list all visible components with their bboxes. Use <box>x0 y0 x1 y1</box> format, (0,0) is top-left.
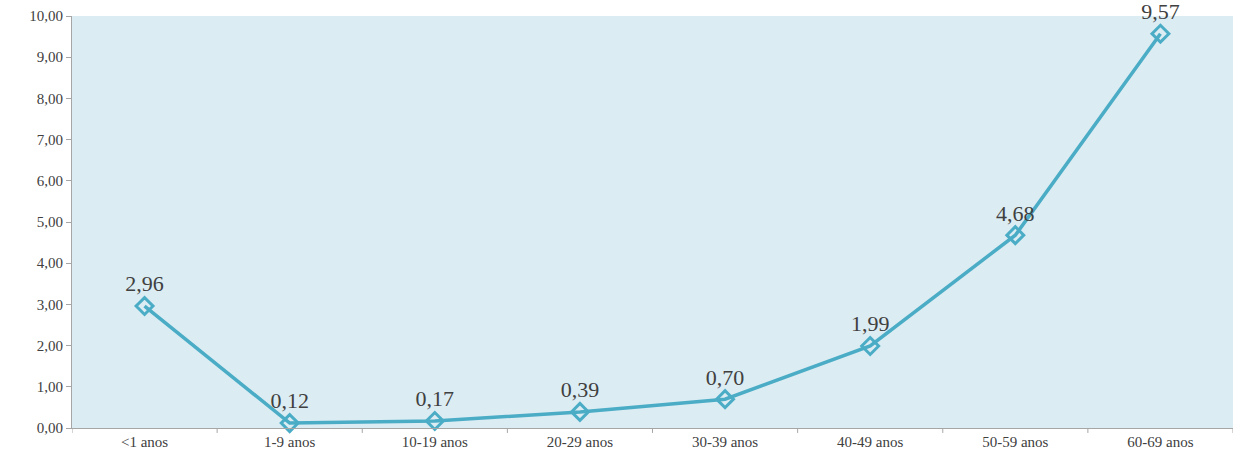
svg-text:10,00: 10,00 <box>29 8 63 24</box>
svg-text:40-49 anos: 40-49 anos <box>837 434 903 450</box>
svg-text:4,00: 4,00 <box>37 255 63 271</box>
svg-text:60-69 anos: 60-69 anos <box>1127 434 1193 450</box>
svg-text:0,70: 0,70 <box>706 365 745 390</box>
svg-text:3,00: 3,00 <box>37 297 63 313</box>
svg-text:9,57: 9,57 <box>1141 0 1180 24</box>
svg-text:4,68: 4,68 <box>996 201 1035 226</box>
svg-text:1,00: 1,00 <box>37 379 63 395</box>
svg-text:2,00: 2,00 <box>37 338 63 354</box>
svg-text:0,39: 0,39 <box>561 377 600 402</box>
svg-text:10-19 anos: 10-19 anos <box>402 434 468 450</box>
svg-text:8,00: 8,00 <box>37 91 63 107</box>
svg-text:5,00: 5,00 <box>37 214 63 230</box>
svg-text:6,00: 6,00 <box>37 173 63 189</box>
svg-text:9,00: 9,00 <box>37 49 63 65</box>
svg-text:7,00: 7,00 <box>37 132 63 148</box>
svg-text:1,99: 1,99 <box>851 311 890 336</box>
svg-text:30-39 anos: 30-39 anos <box>692 434 758 450</box>
svg-text:50-59 anos: 50-59 anos <box>982 434 1048 450</box>
svg-text:0,00: 0,00 <box>37 420 63 436</box>
svg-text:1-9 anos: 1-9 anos <box>264 434 315 450</box>
svg-text:<1 anos: <1 anos <box>121 434 168 450</box>
svg-text:0,17: 0,17 <box>416 386 455 411</box>
svg-text:0,12: 0,12 <box>270 388 309 413</box>
svg-text:20-29 anos: 20-29 anos <box>547 434 613 450</box>
svg-text:2,96: 2,96 <box>125 271 164 296</box>
